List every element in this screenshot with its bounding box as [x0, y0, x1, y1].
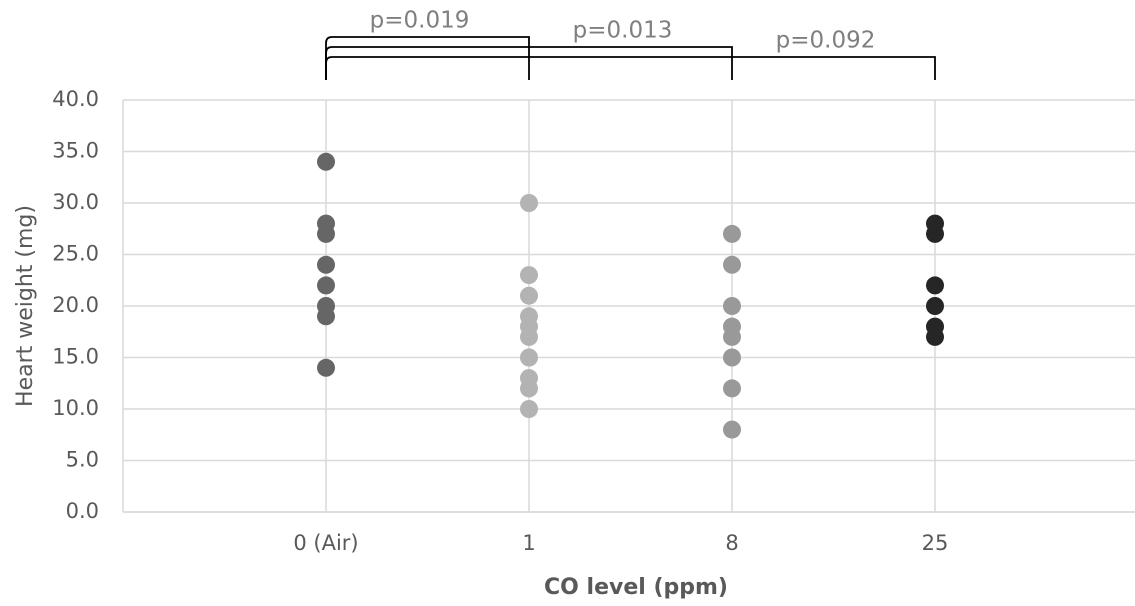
dot: [520, 327, 538, 346]
x-tick-label: 1: [522, 531, 535, 555]
dot: [317, 152, 335, 171]
bracket: [325, 56, 936, 80]
x-axis-title: CO level (ppm): [544, 575, 728, 600]
dot: [520, 194, 538, 212]
dot: [520, 266, 538, 285]
dot: [723, 420, 741, 439]
y-tick-label: 10.0: [52, 396, 99, 420]
y-tick-label: 0.0: [66, 499, 99, 523]
dot: [926, 297, 944, 315]
dot: [723, 255, 741, 274]
dot: [723, 348, 741, 367]
y-tick-label: 20.0: [52, 293, 99, 317]
y-tick-label: 35.0: [52, 139, 99, 163]
x-tick-label: 0 (Air): [293, 531, 358, 555]
dot: [520, 379, 538, 398]
dot: [520, 400, 538, 418]
dot: [317, 224, 335, 243]
dot: [926, 224, 944, 243]
dot: [317, 307, 335, 326]
p-value-label: p=0.092: [776, 28, 876, 54]
dot: [520, 348, 538, 367]
dot: [723, 297, 741, 315]
y-tick-label: 15.0: [52, 345, 99, 369]
dot: [317, 358, 335, 377]
dot: [520, 286, 538, 305]
y-tick-label: 30.0: [52, 190, 99, 214]
dot: [317, 255, 335, 274]
y-tick-label: 5.0: [66, 448, 99, 472]
x-tick-label: 8: [725, 531, 738, 555]
bracket: [325, 46, 733, 80]
dot: [723, 327, 741, 346]
y-axis-title: Heart weight (mg): [13, 205, 38, 407]
p-value-label: p=0.013: [573, 18, 673, 44]
dot: [926, 276, 944, 295]
y-tick-label: 40.0: [52, 87, 99, 111]
y-tick-label: 25.0: [52, 242, 99, 266]
p-value-label: p=0.019: [370, 8, 470, 34]
x-tick-label: 25: [922, 531, 949, 555]
dot: [723, 379, 741, 398]
dot: [723, 224, 741, 243]
dot: [317, 276, 335, 295]
dot: [926, 327, 944, 346]
bracket: [325, 36, 530, 80]
